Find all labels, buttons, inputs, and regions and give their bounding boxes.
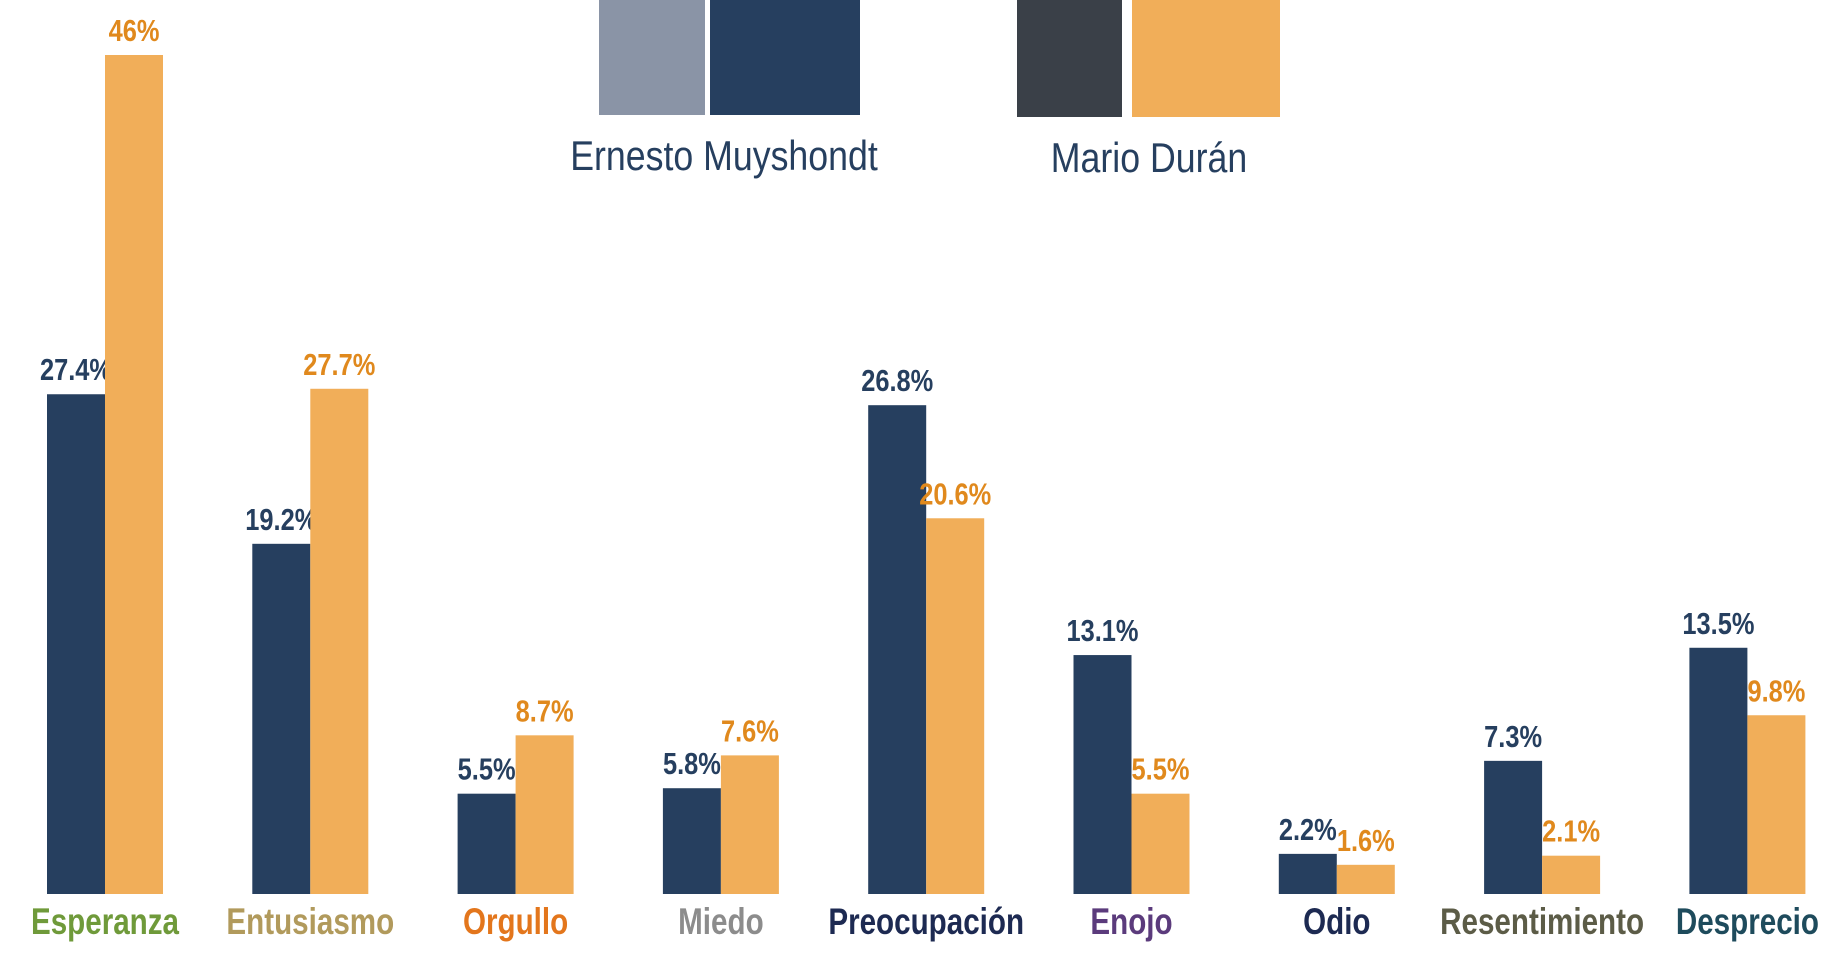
- value-label: 27.7%: [303, 347, 375, 382]
- value-label: 20.6%: [919, 477, 991, 512]
- legend-swatch: [1132, 0, 1280, 117]
- legend-swatch: [710, 0, 860, 115]
- value-label: 27.4%: [40, 353, 112, 388]
- bar: [310, 388, 369, 894]
- value-label: 19.2%: [245, 502, 317, 537]
- bar: [457, 793, 516, 894]
- value-label: 9.8%: [1747, 674, 1805, 709]
- legend: [599, 0, 1280, 117]
- bar: [1484, 760, 1543, 894]
- candidate-photo: [599, 0, 705, 115]
- bar: [47, 394, 105, 894]
- category-label: Entusiasmo: [226, 902, 394, 943]
- bar: [1336, 864, 1395, 894]
- bar: [1131, 793, 1190, 894]
- bar: [1278, 853, 1337, 894]
- bar: [868, 405, 927, 894]
- category-label: Esperanza: [31, 902, 179, 943]
- candidate-photo: [1017, 0, 1122, 117]
- bar: [252, 543, 311, 894]
- value-label: 13.5%: [1682, 606, 1754, 641]
- legend-label: Mario Durán: [1051, 135, 1247, 181]
- legend-label: Ernesto Muyshondt: [570, 133, 878, 179]
- bar: [926, 518, 985, 894]
- value-label: 5.5%: [1132, 752, 1190, 787]
- bar: [515, 735, 574, 894]
- bar: [105, 55, 163, 894]
- value-label: 46%: [109, 14, 160, 49]
- value-label: 1.6%: [1337, 823, 1395, 858]
- value-label: 5.5%: [458, 752, 516, 787]
- category-label: Orgullo: [463, 902, 568, 943]
- value-label: 13.1%: [1066, 614, 1138, 649]
- category-label: Odio: [1303, 902, 1370, 943]
- bar: [662, 788, 721, 894]
- category-label: Resentimiento: [1440, 902, 1644, 943]
- category-label: Miedo: [678, 902, 764, 943]
- bar: [1542, 855, 1601, 894]
- bar: [720, 755, 779, 894]
- value-label: 8.7%: [516, 694, 574, 729]
- bar: [1689, 647, 1748, 894]
- value-label: 26.8%: [861, 364, 933, 399]
- category-label: Enojo: [1090, 902, 1172, 943]
- bar: [1073, 655, 1132, 894]
- bar: [1747, 715, 1806, 894]
- category-label: Preocupación: [828, 902, 1024, 943]
- value-label: 7.3%: [1484, 720, 1542, 755]
- value-label: 7.6%: [721, 714, 779, 749]
- value-label: 5.8%: [663, 747, 721, 782]
- value-label: 2.1%: [1542, 814, 1600, 849]
- value-label: 2.2%: [1279, 813, 1337, 848]
- category-label: Desprecio: [1676, 902, 1819, 943]
